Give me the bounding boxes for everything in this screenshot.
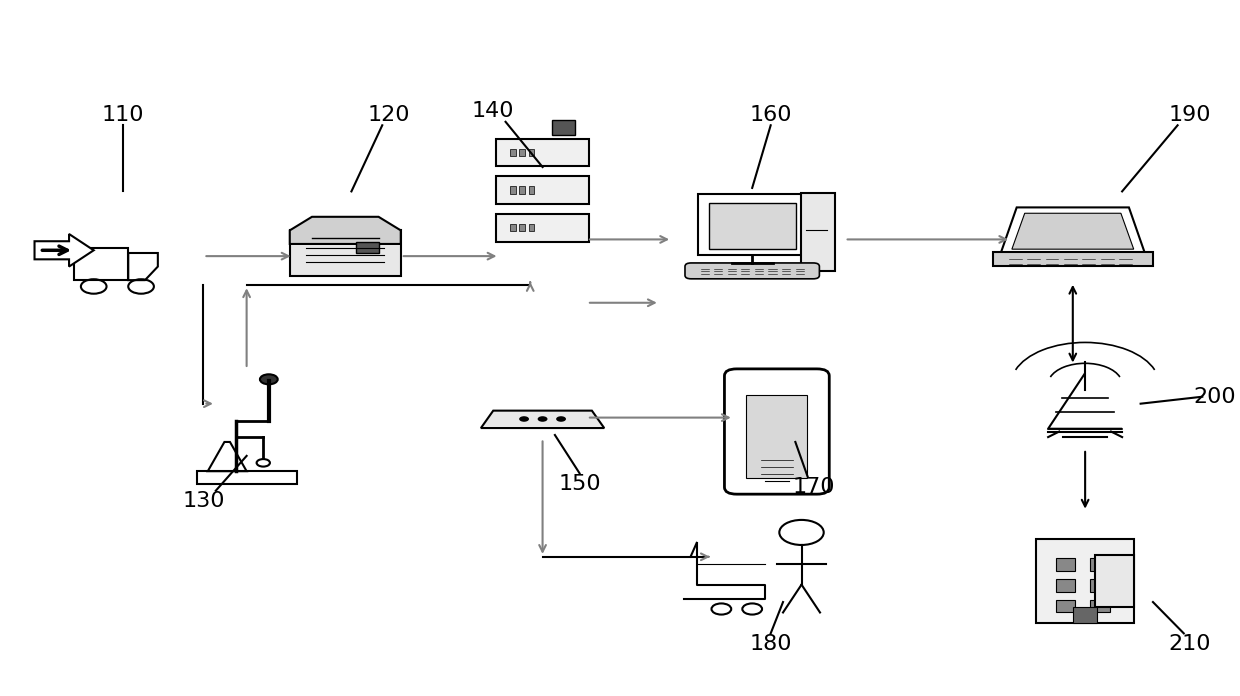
FancyBboxPatch shape bbox=[496, 176, 589, 204]
FancyBboxPatch shape bbox=[1090, 579, 1110, 592]
Bar bbox=[510, 224, 516, 232]
Bar bbox=[510, 187, 516, 194]
FancyBboxPatch shape bbox=[1090, 600, 1110, 612]
Text: 170: 170 bbox=[792, 477, 835, 497]
FancyBboxPatch shape bbox=[552, 120, 575, 135]
Text: 110: 110 bbox=[102, 105, 145, 125]
Text: 180: 180 bbox=[749, 634, 792, 654]
FancyBboxPatch shape bbox=[801, 193, 835, 271]
FancyBboxPatch shape bbox=[684, 263, 820, 279]
FancyBboxPatch shape bbox=[709, 203, 796, 248]
Bar bbox=[528, 224, 534, 232]
Bar bbox=[520, 149, 525, 157]
FancyBboxPatch shape bbox=[993, 252, 1153, 266]
FancyBboxPatch shape bbox=[1090, 558, 1110, 571]
Text: 150: 150 bbox=[558, 474, 601, 493]
Polygon shape bbox=[1001, 207, 1145, 253]
Polygon shape bbox=[1012, 213, 1133, 249]
FancyBboxPatch shape bbox=[724, 369, 830, 494]
Text: 130: 130 bbox=[182, 491, 224, 511]
FancyBboxPatch shape bbox=[290, 230, 401, 276]
Bar bbox=[510, 149, 516, 157]
Text: 140: 140 bbox=[472, 102, 515, 121]
FancyBboxPatch shape bbox=[356, 242, 378, 253]
FancyBboxPatch shape bbox=[496, 139, 589, 166]
FancyBboxPatch shape bbox=[1095, 555, 1135, 607]
Bar bbox=[528, 149, 534, 157]
FancyBboxPatch shape bbox=[1055, 558, 1075, 571]
Circle shape bbox=[538, 416, 548, 422]
FancyBboxPatch shape bbox=[1035, 539, 1135, 623]
FancyBboxPatch shape bbox=[1074, 607, 1097, 623]
Text: 160: 160 bbox=[749, 105, 792, 125]
Circle shape bbox=[520, 416, 529, 422]
FancyBboxPatch shape bbox=[698, 194, 806, 255]
Text: 210: 210 bbox=[1168, 634, 1211, 654]
FancyBboxPatch shape bbox=[1055, 579, 1075, 592]
Polygon shape bbox=[290, 217, 401, 244]
Bar bbox=[528, 187, 534, 194]
Text: 190: 190 bbox=[1168, 105, 1211, 125]
FancyBboxPatch shape bbox=[1055, 600, 1075, 612]
Text: 200: 200 bbox=[1193, 387, 1236, 406]
FancyBboxPatch shape bbox=[496, 214, 589, 242]
Circle shape bbox=[260, 374, 278, 384]
Circle shape bbox=[556, 416, 565, 422]
Bar bbox=[520, 187, 525, 194]
Polygon shape bbox=[481, 411, 604, 428]
Text: 120: 120 bbox=[367, 105, 409, 125]
Polygon shape bbox=[35, 234, 94, 267]
FancyBboxPatch shape bbox=[746, 395, 807, 478]
Bar bbox=[520, 224, 525, 232]
